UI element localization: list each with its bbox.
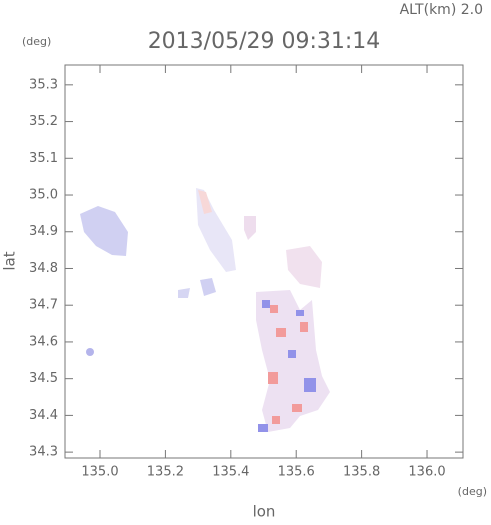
x-axis-label: lon — [253, 503, 276, 521]
echo-cell — [258, 424, 268, 432]
x-tick-label: 135.2 — [147, 465, 184, 480]
y-tick-label: 35.2 — [29, 114, 58, 129]
y-tick-label: 35.0 — [29, 188, 58, 203]
echo-cell — [270, 305, 278, 313]
echo-region — [198, 190, 212, 214]
echo-cell — [262, 300, 270, 308]
echo-cells — [258, 300, 316, 432]
altitude-label: ALT(km) 2.0 — [400, 2, 483, 18]
x-tick-label: 136.0 — [408, 465, 445, 480]
echo-region — [80, 206, 128, 256]
echo-cell — [288, 350, 296, 358]
echo-field — [80, 188, 330, 432]
x-unit: (deg) — [458, 485, 487, 498]
plot-frame — [64, 64, 464, 459]
echo-region — [286, 246, 322, 288]
echo-region — [244, 216, 256, 240]
x-tick-label: 135.0 — [81, 465, 118, 480]
y-tick-label: 34.9 — [29, 224, 58, 239]
echo-region — [178, 288, 190, 298]
echo-cell — [276, 328, 286, 337]
x-tick-label: 135.4 — [212, 465, 249, 480]
echo-cell — [268, 372, 278, 384]
y-tick-label: 34.8 — [29, 261, 58, 276]
echo-cell — [304, 378, 316, 392]
y-tick-label: 35.3 — [29, 77, 58, 92]
x-tick-label: 135.6 — [278, 465, 315, 480]
echo-region — [86, 348, 94, 356]
echo-cell — [272, 416, 280, 424]
y-tick-label: 34.3 — [29, 445, 58, 460]
y-unit: (deg) — [22, 35, 51, 48]
chart-title: 2013/05/29 09:31:14 — [148, 29, 381, 54]
y-tick-label: 34.6 — [29, 334, 58, 349]
x-tick-label: 135.8 — [343, 465, 380, 480]
y-axis-label: lat — [1, 251, 19, 270]
echo-cell — [296, 310, 304, 316]
y-tick-label: 34.4 — [29, 408, 58, 423]
echo-cell — [292, 404, 302, 412]
echo-cell — [300, 322, 308, 332]
y-tick-label: 34.7 — [29, 298, 58, 313]
echo-region — [256, 290, 330, 432]
echo-region — [200, 278, 216, 296]
y-tick-label: 34.5 — [29, 371, 58, 386]
y-tick-label: 35.1 — [29, 151, 58, 166]
